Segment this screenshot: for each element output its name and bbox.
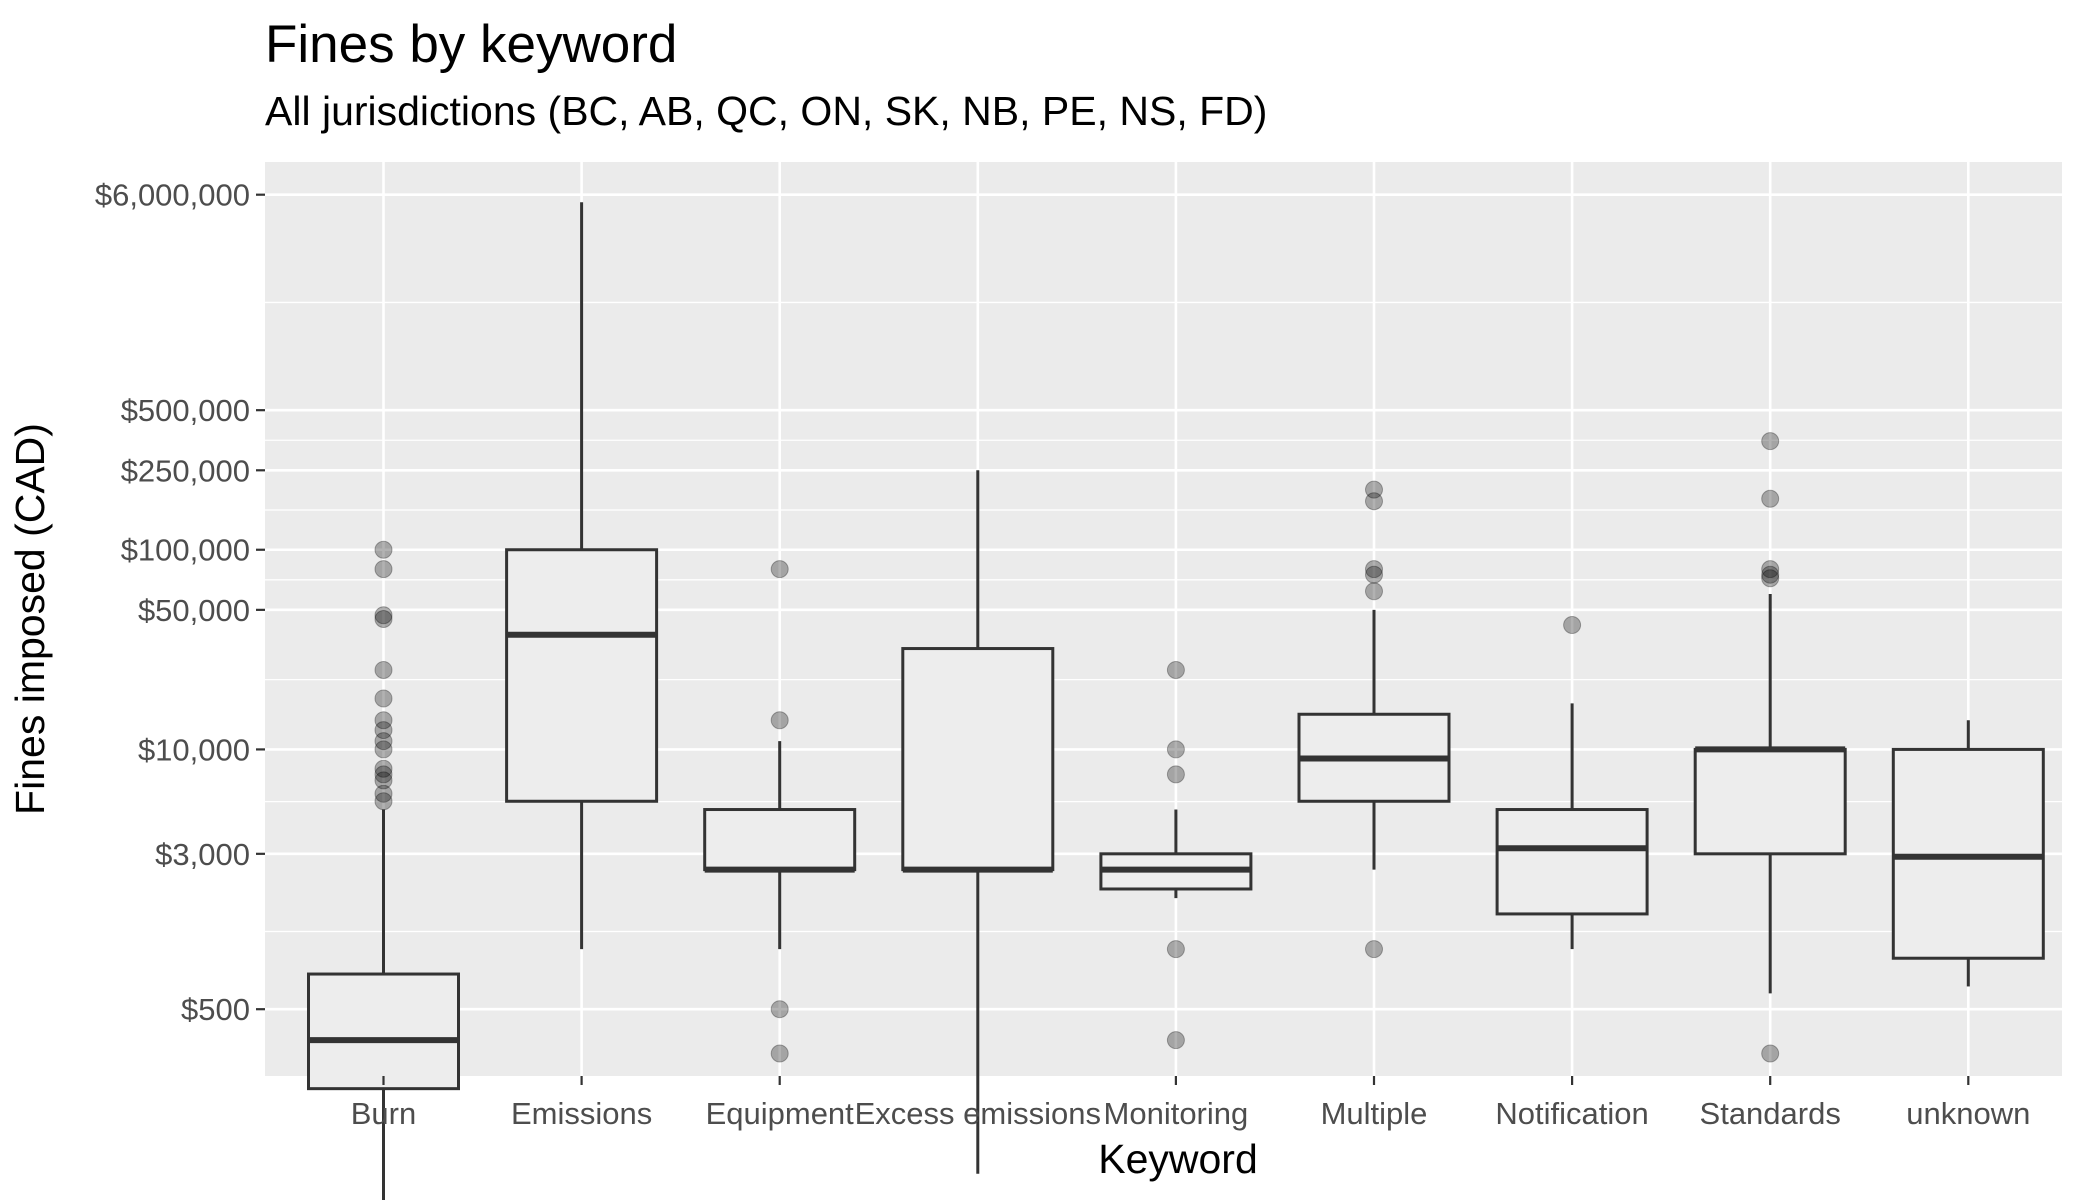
box-body [1693,747,1847,856]
outlier-point [374,560,393,579]
outlier-point [374,540,393,559]
box-body [1495,808,1649,916]
box-body [307,972,460,1091]
y-axis: $500 $3,000 $10,000 $50,000 $100,000 $250,000… [95,178,265,1027]
outlier-point [1166,1031,1185,1050]
outlier-point [374,609,393,628]
outlier-point [1365,560,1383,579]
outlier-point [770,1044,789,1063]
box-body [901,647,1055,872]
outlier-point [1761,565,1780,584]
outlier-point [374,765,393,784]
boxes-layer [307,202,2045,1200]
y-tick-label: $250,000 [121,453,250,488]
x-tick-label: Excess emissions [855,1096,1101,1131]
outlier-point [374,792,393,811]
outlier-point [374,759,393,778]
x-tick-label: Emissions [511,1096,652,1131]
y-tick-label: $500,000 [121,393,250,428]
outlier-point [1761,560,1780,579]
box-emissions [505,202,659,950]
box-standards [1693,432,1847,1063]
chart-subtitle: All jurisdictions (BC, AB, QC, ON, SK, N… [265,88,1268,134]
box-burn [307,540,460,1200]
x-tick-label: Monitoring [1104,1096,1249,1131]
y-tick-label: $100,000 [121,533,250,568]
outlier-point [374,732,393,751]
outlier-point [770,711,789,730]
outlier-point [1365,940,1383,959]
x-tick-label: Standards [1700,1096,1841,1131]
box-unknown [1891,720,2045,987]
x-axis-title: Keyword [1098,1136,1258,1182]
outlier-point [374,740,393,759]
outlier-point [374,606,393,625]
outlier-point [1365,565,1383,584]
outlier-point [374,660,393,679]
outlier-point [1761,1044,1780,1063]
x-tick-label: Notification [1495,1096,1648,1131]
box-body [703,808,857,872]
y-axis-title: Fines imposed (CAD) [7,423,53,815]
outlier-point [1761,489,1780,508]
outlier-point [374,721,393,740]
box-excess-emissions [901,470,1055,1174]
outlier-point [1365,480,1383,499]
outlier-point [1166,740,1185,759]
box-notification [1495,615,1649,950]
outlier-point [374,689,393,708]
y-tick-label: $6,000,000 [95,178,250,213]
outlier-point [1166,940,1185,959]
outlier-point [1563,615,1582,634]
outlier-point [374,784,393,803]
outlier-point [1761,569,1780,588]
y-tick-label: $50,000 [138,593,250,628]
box-monitoring [1099,660,1253,1050]
x-tick-label: Burn [351,1096,416,1131]
x-axis: Burn Emissions Equipment Excess emissions Mo… [351,1076,2030,1131]
outlier-point [1166,660,1185,679]
x-tick-label: Equipment [706,1096,855,1131]
outlier-point [374,711,393,730]
outlier-point [770,560,789,579]
chart-title: Fines by keyword [265,15,678,74]
outlier-point [1365,582,1383,601]
outlier-point [770,1000,789,1019]
outlier-point [1166,765,1185,784]
box-equipment [703,560,857,1063]
y-tick-label: $500 [181,992,250,1027]
outlier-point [1761,432,1780,451]
box-multiple [1297,480,1451,959]
box-body [505,548,659,803]
outlier-point [374,771,393,790]
y-tick-label: $3,000 [155,837,250,872]
y-tick-label: $10,000 [138,732,250,767]
x-tick-label: unknown [1906,1096,2030,1131]
x-tick-label: Multiple [1321,1096,1428,1131]
outlier-point [1365,492,1383,511]
